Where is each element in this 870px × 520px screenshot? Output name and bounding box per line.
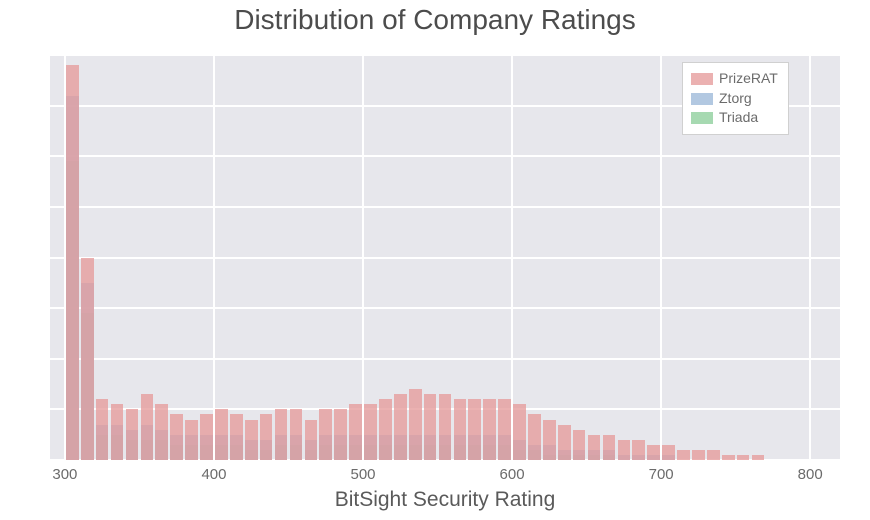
bar-prizerat [319, 409, 332, 460]
bar-prizerat [66, 65, 79, 460]
legend-item: PrizeRAT [691, 69, 778, 89]
bar-prizerat [230, 414, 243, 460]
x-tick-label: 700 [649, 466, 674, 483]
bar-prizerat [692, 450, 705, 460]
legend-swatch [691, 73, 713, 85]
x-axis-label: BitSight Security Rating [50, 488, 840, 512]
bar-prizerat [498, 399, 511, 460]
bar-prizerat [647, 445, 660, 460]
chart-container: Distribution of Company Ratings PrizeRAT… [0, 0, 870, 520]
bar-prizerat [707, 450, 720, 460]
bar-prizerat [111, 404, 124, 460]
x-tick-label: 600 [500, 466, 525, 483]
bar-prizerat [424, 394, 437, 460]
bar-prizerat [215, 409, 228, 460]
bar-prizerat [677, 450, 690, 460]
bar-prizerat [439, 394, 452, 460]
legend-swatch [691, 93, 713, 105]
bar-prizerat [275, 409, 288, 460]
plot-area: PrizeRATZtorgTriada [50, 55, 840, 460]
x-axis: BitSight Security Rating 300 400 500 600 700… [50, 460, 840, 520]
bar-prizerat [394, 394, 407, 460]
bar-prizerat [96, 399, 109, 460]
bar-prizerat [81, 258, 94, 461]
bar-prizerat [200, 414, 213, 460]
bar-prizerat [141, 394, 154, 460]
bar-prizerat [379, 399, 392, 460]
x-tick-label: 300 [52, 466, 77, 483]
legend: PrizeRATZtorgTriada [682, 62, 789, 135]
bar-prizerat [155, 404, 168, 460]
legend-swatch [691, 112, 713, 124]
x-tick-label: 500 [351, 466, 376, 483]
legend-item: Triada [691, 108, 778, 128]
bar-prizerat [558, 425, 571, 460]
bar-prizerat [662, 445, 675, 460]
bar-prizerat [618, 440, 631, 460]
bar-prizerat [632, 440, 645, 460]
bar-prizerat [364, 404, 377, 460]
bar-prizerat [573, 430, 586, 460]
legend-label: Ztorg [719, 89, 752, 109]
bar-prizerat [528, 414, 541, 460]
bar-prizerat [603, 435, 616, 460]
bar-prizerat [409, 389, 422, 460]
bar-prizerat [126, 409, 139, 460]
bar-prizerat [483, 399, 496, 460]
bar-prizerat [513, 404, 526, 460]
bar-prizerat [260, 414, 273, 460]
chart-title: Distribution of Company Ratings [0, 4, 870, 36]
bar-prizerat [349, 404, 362, 460]
bar-prizerat [334, 409, 347, 460]
legend-item: Ztorg [691, 89, 778, 109]
bar-prizerat [454, 399, 467, 460]
legend-label: PrizeRAT [719, 69, 778, 89]
x-tick-label: 800 [798, 466, 823, 483]
bar-prizerat [185, 420, 198, 461]
bar-prizerat [543, 420, 556, 461]
x-tick-label: 400 [201, 466, 226, 483]
bar-prizerat [245, 420, 258, 461]
bar-prizerat [588, 435, 601, 460]
bar-prizerat [468, 399, 481, 460]
bar-prizerat [290, 409, 303, 460]
legend-label: Triada [719, 108, 758, 128]
bar-prizerat [170, 414, 183, 460]
bar-prizerat [305, 420, 318, 461]
